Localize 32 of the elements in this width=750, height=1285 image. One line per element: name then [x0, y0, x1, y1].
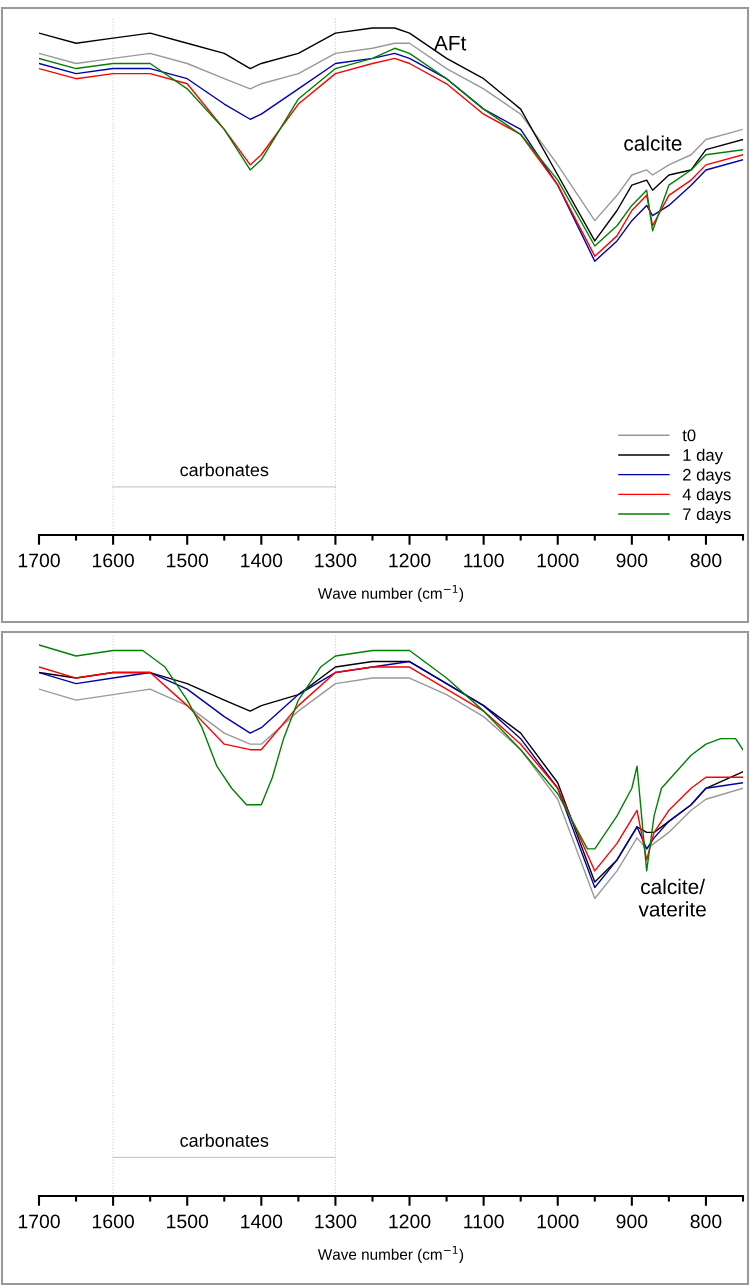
x-tick-label: 1400: [241, 1214, 283, 1229]
annotation: carbonates: [180, 1133, 269, 1147]
x-axis-title: Wave number (cm$^{−1}$): [317, 1246, 464, 1263]
x-axis-title: Wave number (cm$^{−1}$): [317, 585, 464, 602]
annotation: calcite/ vaterite: [638, 878, 706, 917]
x-tick-label: 1200: [389, 1214, 431, 1229]
x-tick-label: 900: [616, 553, 648, 568]
x-tick-label: 1100: [464, 1214, 504, 1229]
x-tick-label: 1700: [18, 553, 60, 568]
x-tick-label: 1000: [537, 553, 579, 568]
x-tick-label: 1300: [315, 553, 357, 568]
legend-label: 1 day: [683, 448, 723, 465]
x-tick-label: 1400: [241, 553, 283, 568]
x-tick-label: 1500: [167, 553, 209, 568]
x-tick-label: 1300: [315, 1214, 357, 1229]
x-tick-label: 1500: [167, 1214, 209, 1229]
legend-label: t0: [682, 429, 696, 442]
x-tick-label: 800: [690, 553, 722, 568]
legend-label: 2 days: [683, 468, 731, 484]
x-tick-label: 1600: [92, 1214, 134, 1229]
x-tick-label: 1000: [537, 1214, 579, 1229]
legend-label: 7 days: [683, 507, 731, 524]
annotation: calcite: [624, 135, 682, 151]
annotation: carbonates: [180, 463, 269, 477]
x-tick-label: 1100: [464, 553, 504, 568]
legend-label: 4 days: [682, 488, 731, 504]
x-tick-label: 800: [690, 1214, 722, 1229]
x-tick-label: 1700: [18, 1214, 60, 1229]
x-tick-label: 1200: [389, 553, 431, 568]
x-tick-label: 900: [616, 1214, 648, 1229]
x-tick-label: 1600: [92, 553, 134, 568]
annotation: AFt: [433, 35, 467, 51]
